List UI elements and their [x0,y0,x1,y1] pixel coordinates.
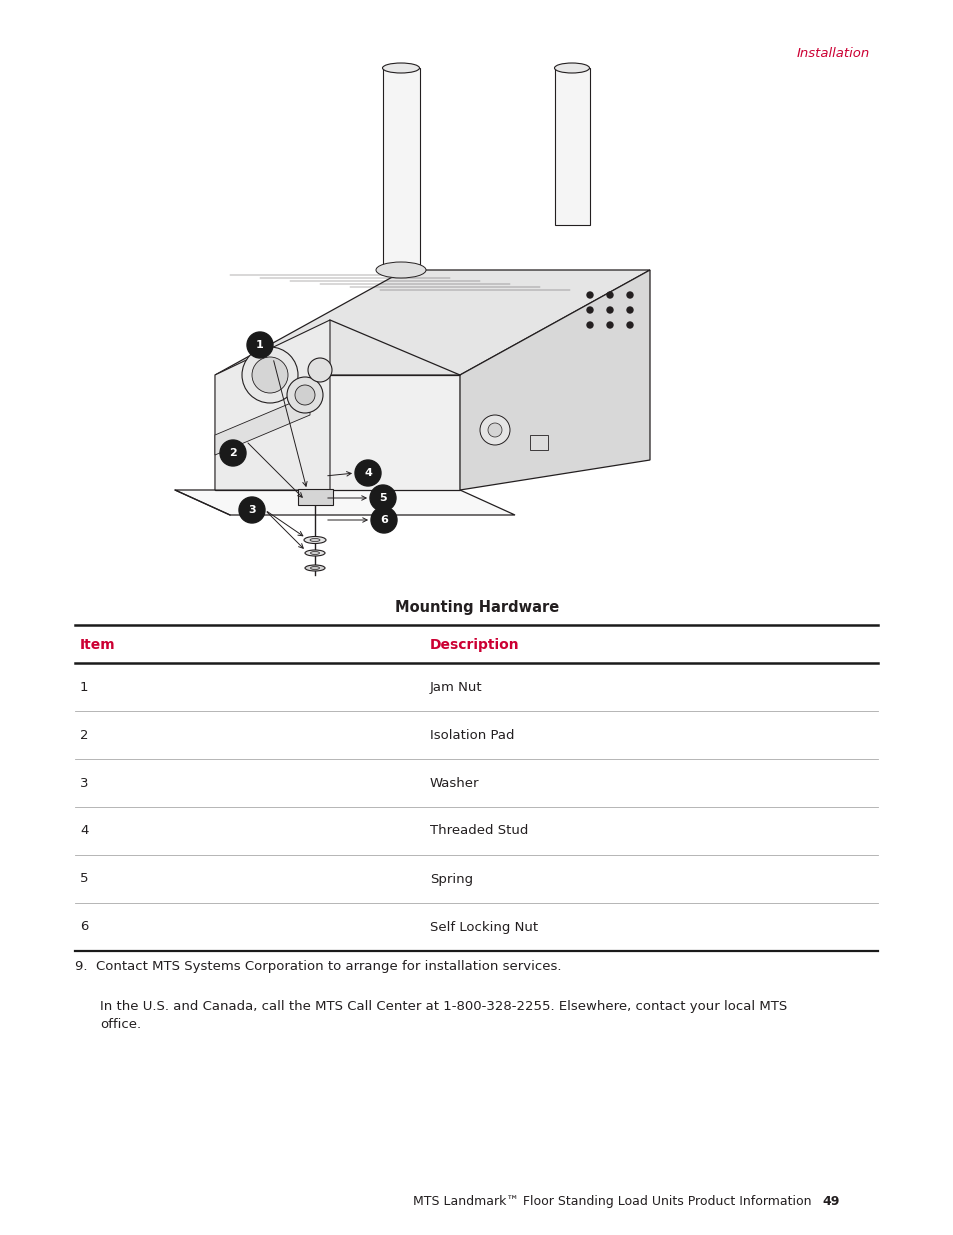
Circle shape [586,322,593,329]
Text: 9.  Contact MTS Systems Corporation to arrange for installation services.: 9. Contact MTS Systems Corporation to ar… [75,960,561,973]
Circle shape [606,308,613,312]
Circle shape [220,440,246,466]
Circle shape [626,308,633,312]
Text: Installation: Installation [796,47,869,61]
Text: 6: 6 [379,515,388,525]
Circle shape [294,385,314,405]
Text: Self Locking Nut: Self Locking Nut [430,920,537,934]
Circle shape [370,485,395,511]
Bar [297,489,333,505]
Polygon shape [555,68,589,225]
Text: Jam Nut: Jam Nut [430,680,482,694]
Text: Description: Description [430,638,519,652]
Circle shape [355,459,380,487]
Text: 6: 6 [80,920,89,934]
Circle shape [626,322,633,329]
Circle shape [308,358,332,382]
Text: 5: 5 [80,872,89,885]
Text: 1: 1 [255,340,264,350]
Ellipse shape [304,536,326,543]
Text: Washer: Washer [430,777,479,789]
Ellipse shape [310,552,319,555]
Circle shape [586,291,593,298]
Polygon shape [214,395,310,454]
Text: 2: 2 [229,448,236,458]
Polygon shape [214,375,459,490]
Polygon shape [459,270,649,490]
Ellipse shape [305,550,325,556]
Polygon shape [382,68,419,266]
Circle shape [287,377,323,412]
Circle shape [479,415,510,445]
Ellipse shape [375,262,426,278]
Ellipse shape [382,63,419,73]
Circle shape [606,291,613,298]
Ellipse shape [305,564,325,571]
Circle shape [488,424,501,437]
Text: Mounting Hardware: Mounting Hardware [395,600,558,615]
Text: 1: 1 [80,680,89,694]
Text: 5: 5 [378,493,386,503]
Text: 3: 3 [80,777,89,789]
Text: Item: Item [80,638,115,652]
Circle shape [371,508,396,534]
Text: 2: 2 [80,729,89,741]
Circle shape [606,322,613,329]
Text: Threaded Stud: Threaded Stud [430,825,528,837]
Text: 49: 49 [821,1195,839,1208]
Circle shape [252,357,288,393]
Text: Isolation Pad: Isolation Pad [430,729,514,741]
Text: In the U.S. and Canada, call the MTS Call Center at 1-800-328-2255. Elsewhere, c: In the U.S. and Canada, call the MTS Cal… [100,1000,786,1031]
Ellipse shape [310,538,319,541]
Polygon shape [214,270,649,375]
Text: 4: 4 [80,825,89,837]
Ellipse shape [554,63,589,73]
Polygon shape [174,490,515,515]
Ellipse shape [310,567,319,569]
Text: Spring: Spring [430,872,473,885]
Text: MTS Landmark™ Floor Standing Load Units Product Information: MTS Landmark™ Floor Standing Load Units … [413,1195,820,1208]
Text: 3: 3 [248,505,255,515]
Circle shape [626,291,633,298]
Bar [530,435,547,450]
Circle shape [242,347,297,403]
Circle shape [247,332,273,358]
Circle shape [239,496,265,522]
Circle shape [586,308,593,312]
Text: 4: 4 [364,468,372,478]
Polygon shape [214,320,330,490]
